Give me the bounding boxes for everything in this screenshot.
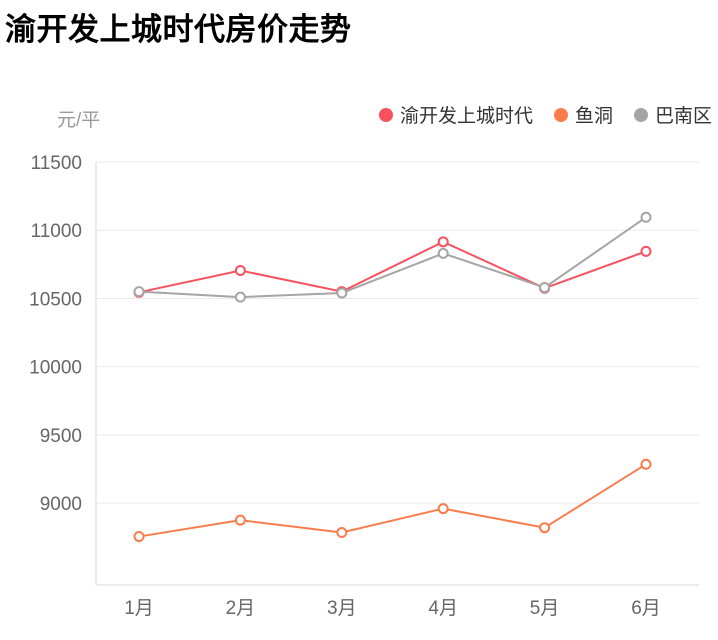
series-yudong-point-6月[interactable] xyxy=(640,458,652,470)
series-banan-district xyxy=(133,211,652,303)
series-yudong-point-1月[interactable] xyxy=(133,531,145,543)
series-yudong-point-4月[interactable] xyxy=(437,503,449,515)
series-yudong xyxy=(133,458,652,543)
series-banan-district-point-1月[interactable] xyxy=(133,286,145,298)
legend-dot-banan-district xyxy=(633,107,648,122)
series-banan-district-point-5月[interactable] xyxy=(539,282,551,294)
x-axis-label-1: 1月 xyxy=(124,598,154,619)
legend-item-banan-district[interactable]: 巴南区 xyxy=(633,101,712,128)
x-axis-label-4: 4月 xyxy=(428,598,458,619)
series-community-point-6月[interactable] xyxy=(640,245,652,257)
legend-label-banan-district: 巴南区 xyxy=(654,106,712,127)
y-axis-tick-9000: 9000 xyxy=(40,494,82,515)
series-banan-district-point-6月[interactable] xyxy=(640,211,652,223)
y-axis-tick-10500: 10500 xyxy=(29,289,82,310)
y-axis-tick-9500: 9500 xyxy=(40,426,82,447)
legend-item-yudong[interactable]: 鱼洞 xyxy=(553,101,613,128)
y-axis-tick-10000: 10000 xyxy=(29,358,82,379)
y-axis-tick-11500: 11500 xyxy=(31,153,82,174)
series-community-point-2月[interactable] xyxy=(234,264,246,276)
series-yudong-point-3月[interactable] xyxy=(336,526,348,538)
series-banan-district-point-2月[interactable] xyxy=(234,291,246,303)
x-axis-label-2: 2月 xyxy=(226,598,256,619)
x-axis-label-5: 5月 xyxy=(530,598,560,619)
legend-item-community[interactable]: 渝开发上城时代 xyxy=(378,101,533,128)
series-banan-district-point-4月[interactable] xyxy=(437,247,449,259)
legend-label-community: 渝开发上城时代 xyxy=(399,106,533,127)
legend: 渝开发上城时代 鱼洞 巴南区 xyxy=(378,101,712,128)
series-community-point-4月[interactable] xyxy=(437,236,449,248)
series-yudong-line xyxy=(138,463,647,538)
series-yudong-point-2月[interactable] xyxy=(234,514,246,526)
page-title: 渝开发上城时代房价走势 xyxy=(5,12,352,47)
y-axis-tick-11000: 11000 xyxy=(31,221,82,242)
series-banan-district-point-3月[interactable] xyxy=(336,287,348,299)
legend-dot-community xyxy=(378,107,393,122)
legend-label-yudong: 鱼洞 xyxy=(574,106,613,127)
series-community-line xyxy=(138,240,647,294)
x-axis-label-6: 6月 xyxy=(631,598,661,619)
legend-dot-yudong xyxy=(553,107,568,122)
x-axis-label-3: 3月 xyxy=(327,598,357,619)
series-banan-district-line xyxy=(138,216,647,299)
y-axis-unit-label: 元/平 xyxy=(57,110,101,131)
series-yudong-point-5月[interactable] xyxy=(539,522,551,534)
